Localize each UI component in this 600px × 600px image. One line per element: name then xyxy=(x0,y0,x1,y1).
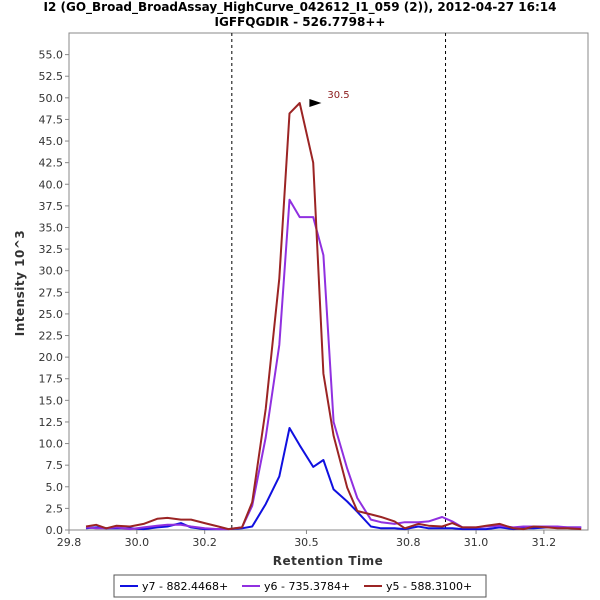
legend-item: y7 - 882.4468+ xyxy=(120,580,228,593)
y-tick-label: 20.0 xyxy=(39,351,64,364)
y-tick-label: 25.0 xyxy=(39,308,64,321)
y-tick-label: 0.0 xyxy=(46,524,64,537)
series-line-y6 xyxy=(85,198,582,531)
y-tick-label: 55.0 xyxy=(39,49,64,62)
x-tick-label: 30.8 xyxy=(396,536,421,549)
y-tick-label: 35.0 xyxy=(39,221,64,234)
legend-item: y6 - 735.3784+ xyxy=(242,580,350,593)
peak-arrow-icon xyxy=(309,99,322,108)
y-tick-label: 12.5 xyxy=(39,416,64,429)
series-line-y5 xyxy=(85,102,582,531)
legend-label: y6 - 735.3784+ xyxy=(264,580,350,593)
y-tick-label: 37.5 xyxy=(39,200,64,213)
series-layer xyxy=(85,102,582,531)
y-axis-label: Intensity 10^3 xyxy=(13,230,27,337)
legend-label: y7 - 882.4468+ xyxy=(142,580,228,593)
legend-box xyxy=(113,574,487,598)
chart-title: I2 (GO_Broad_BroadAssay_HighCurve_042612… xyxy=(44,0,557,15)
y-tick-label: 22.5 xyxy=(39,330,64,343)
plot-area xyxy=(68,32,589,531)
legend: y7 - 882.4468+ y6 - 735.3784+ y5 - 588.310… xyxy=(113,574,487,598)
y-tick-label: 45.0 xyxy=(39,135,64,148)
x-tick-label: 31.0 xyxy=(464,536,489,549)
y-tick-label: 40.0 xyxy=(39,178,64,191)
x-tick-label: 30.2 xyxy=(192,536,217,549)
y-tick-label: 7.5 xyxy=(46,459,64,472)
y-tick-label: 47.5 xyxy=(39,113,64,126)
y-tick-label: 2.5 xyxy=(46,502,64,515)
x-axis: 29.8 30.0 30.2 30.5 30.8 31.0 31.2 xyxy=(57,530,556,549)
series-line-y7 xyxy=(85,427,582,531)
y-tick-label: 17.5 xyxy=(39,373,64,386)
x-axis-label: Retention Time xyxy=(273,554,384,568)
x-tick-label: 29.8 xyxy=(57,536,82,549)
y-tick-label: 30.0 xyxy=(39,265,64,278)
legend-label: y5 - 588.3100+ xyxy=(386,580,472,593)
y-tick-label: 10.0 xyxy=(39,438,64,451)
y-tick-label: 52.5 xyxy=(39,70,64,83)
peak-label: 30.5 xyxy=(327,90,349,101)
x-tick-label: 31.2 xyxy=(532,536,557,549)
legend-item: y5 - 588.3100+ xyxy=(364,580,472,593)
x-tick-label: 30.0 xyxy=(125,536,150,549)
y-tick-label: 42.5 xyxy=(39,157,64,170)
boundary-lines xyxy=(231,33,447,530)
y-tick-label: 50.0 xyxy=(39,92,64,105)
y-tick-label: 27.5 xyxy=(39,286,64,299)
chart-subtitle: IGFFQGDIR - 526.7798++ xyxy=(215,15,386,29)
peak-annotation: 30.5 xyxy=(309,90,350,108)
y-axis: 0.0 2.5 5.0 7.5 10.0 12.5 15.0 17.5 20.0 22.5 25.0… xyxy=(39,49,69,537)
x-tick-label: 30.5 xyxy=(294,536,319,549)
y-tick-label: 15.0 xyxy=(39,394,64,407)
y-tick-label: 32.5 xyxy=(39,243,64,256)
y-tick-label: 5.0 xyxy=(46,481,64,494)
